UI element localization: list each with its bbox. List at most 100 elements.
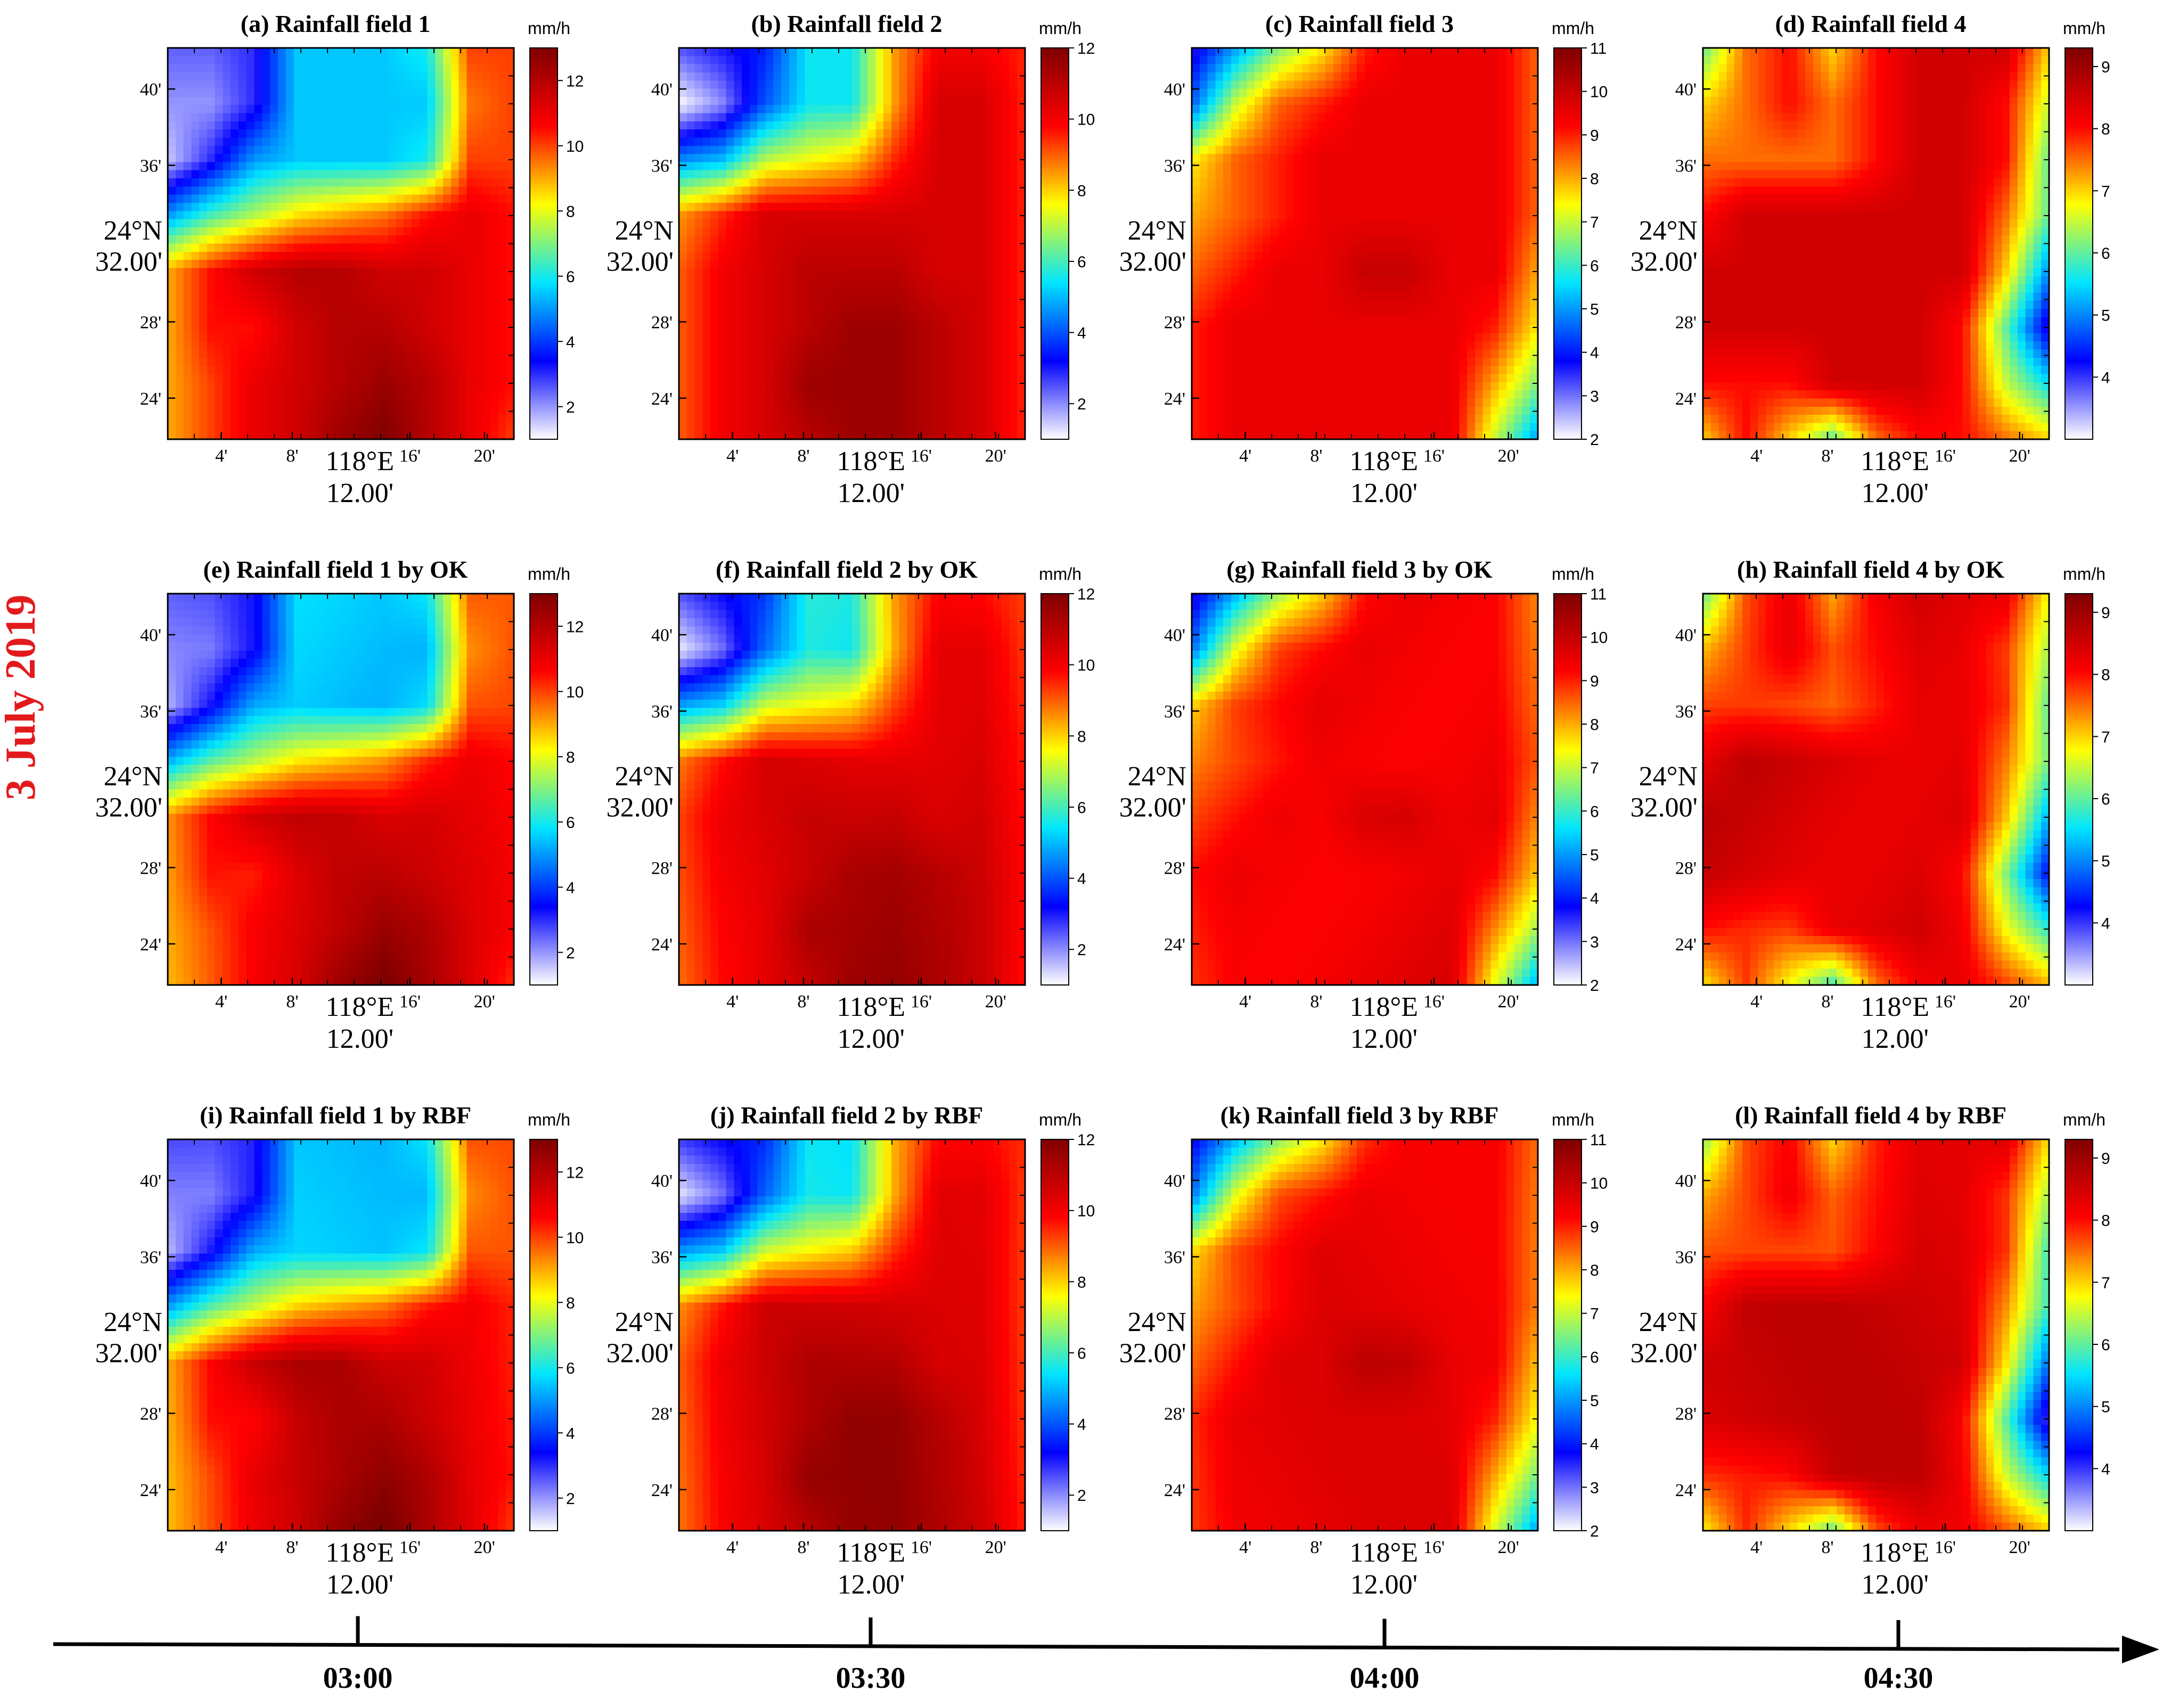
heatmap-cell — [482, 251, 491, 260]
heatmap-cell — [301, 113, 310, 122]
heatmap-cell — [404, 243, 412, 252]
heatmap-cell — [836, 423, 845, 432]
heatmap-cell — [309, 88, 318, 97]
heatmap-cell — [899, 260, 908, 269]
heatmap-cell — [168, 366, 176, 375]
heatmap-cell — [175, 390, 184, 399]
heatmap-cell — [231, 292, 239, 301]
heatmap-cell — [411, 113, 420, 122]
heatmap-cell — [773, 341, 782, 350]
heatmap-cell — [466, 398, 475, 407]
heatmap-cell — [231, 219, 239, 228]
heatmap-cell — [1341, 48, 1350, 57]
heatmap-cell — [1239, 145, 1248, 154]
heatmap-cell — [388, 170, 397, 179]
heatmap-cell — [183, 349, 192, 358]
heatmap-cell — [891, 349, 900, 358]
heatmap-cell — [710, 137, 719, 146]
heatmap-cell — [1017, 374, 1026, 383]
heatmap-cell — [1017, 284, 1026, 293]
heatmap-cell — [396, 276, 404, 285]
heatmap-cell — [1474, 56, 1484, 65]
heatmap-cell — [1215, 72, 1224, 81]
heatmap-cell — [168, 211, 176, 220]
heatmap-cell — [396, 170, 404, 179]
heatmap-cell — [742, 243, 750, 252]
heatmap-cell — [749, 300, 758, 309]
heatmap-cell — [844, 268, 853, 277]
heatmap-cell — [749, 137, 758, 146]
heatmap-cell — [404, 398, 412, 407]
heatmap-cell — [364, 105, 373, 114]
heatmap-cell — [246, 349, 255, 358]
heatmap-cell — [207, 317, 216, 326]
heatmap-cell — [915, 194, 923, 203]
heatmap-cell — [765, 333, 774, 342]
heatmap-cell — [938, 292, 947, 301]
heatmap-cell — [797, 88, 806, 97]
heatmap-cell — [962, 243, 971, 252]
heatmap-cell — [922, 325, 931, 334]
heatmap-cell — [207, 96, 216, 105]
heatmap-cell — [207, 325, 216, 334]
heatmap-cell — [773, 186, 782, 195]
heatmap-cell — [852, 333, 861, 342]
heatmap-cell — [396, 268, 404, 277]
heatmap-cell — [183, 333, 192, 342]
heatmap-cell — [993, 170, 1002, 179]
heatmap-cell — [1009, 243, 1018, 252]
heatmap-cell — [986, 219, 994, 228]
heatmap-cell — [757, 64, 766, 73]
heatmap-cell — [930, 341, 939, 350]
heatmap-cell — [828, 415, 837, 424]
heatmap-cell — [805, 72, 813, 81]
heatmap-cell — [828, 64, 837, 73]
heatmap-cell — [301, 341, 310, 350]
heatmap-cell — [215, 162, 224, 171]
heatmap-cell — [466, 423, 475, 432]
heatmap-cell — [1017, 325, 1026, 334]
heatmap-cell — [742, 154, 750, 163]
heatmap-cell — [859, 211, 869, 220]
heatmap-cell — [954, 292, 963, 301]
heatmap-cell — [443, 88, 452, 97]
heatmap-cell — [899, 423, 908, 432]
heatmap-cell — [1380, 88, 1389, 97]
heatmap-cell — [828, 317, 837, 326]
heatmap-cell — [922, 300, 931, 309]
heatmap-cell — [482, 325, 491, 334]
heatmap-cell — [301, 268, 310, 277]
heatmap-cell — [726, 251, 735, 260]
heatmap-cell — [309, 366, 318, 375]
heatmap-cell — [333, 105, 341, 114]
heatmap-cell — [309, 72, 318, 81]
heatmap-cell — [356, 72, 365, 81]
heatmap-cell — [364, 211, 373, 220]
heatmap-cell — [718, 219, 727, 228]
heatmap-cell — [246, 235, 255, 244]
heatmap-cell — [175, 349, 184, 358]
heatmap-cell — [506, 260, 514, 269]
heatmap-cell — [317, 309, 326, 318]
heatmap-cell — [490, 170, 499, 179]
heatmap-cell — [277, 235, 286, 244]
heatmap-cell — [443, 309, 452, 318]
heatmap-cell — [293, 64, 302, 73]
heatmap-cell — [852, 251, 861, 260]
heatmap-cell — [498, 349, 507, 358]
heatmap-cell — [231, 317, 239, 326]
heatmap-cell — [679, 129, 687, 138]
heatmap-cell — [859, 178, 869, 187]
heatmap-cell — [301, 202, 310, 212]
heatmap-cell — [238, 145, 247, 154]
heatmap-cell — [986, 309, 994, 318]
heatmap-cell — [1009, 374, 1018, 383]
heatmap-cell — [168, 162, 176, 171]
heatmap-cell — [718, 202, 727, 212]
heatmap-cell — [734, 398, 742, 407]
heatmap-cell — [498, 48, 507, 57]
heatmap-cell — [1017, 300, 1026, 309]
heatmap-cell — [301, 406, 310, 415]
heatmap-cell — [215, 292, 224, 301]
heatmap-cell — [1357, 48, 1365, 57]
